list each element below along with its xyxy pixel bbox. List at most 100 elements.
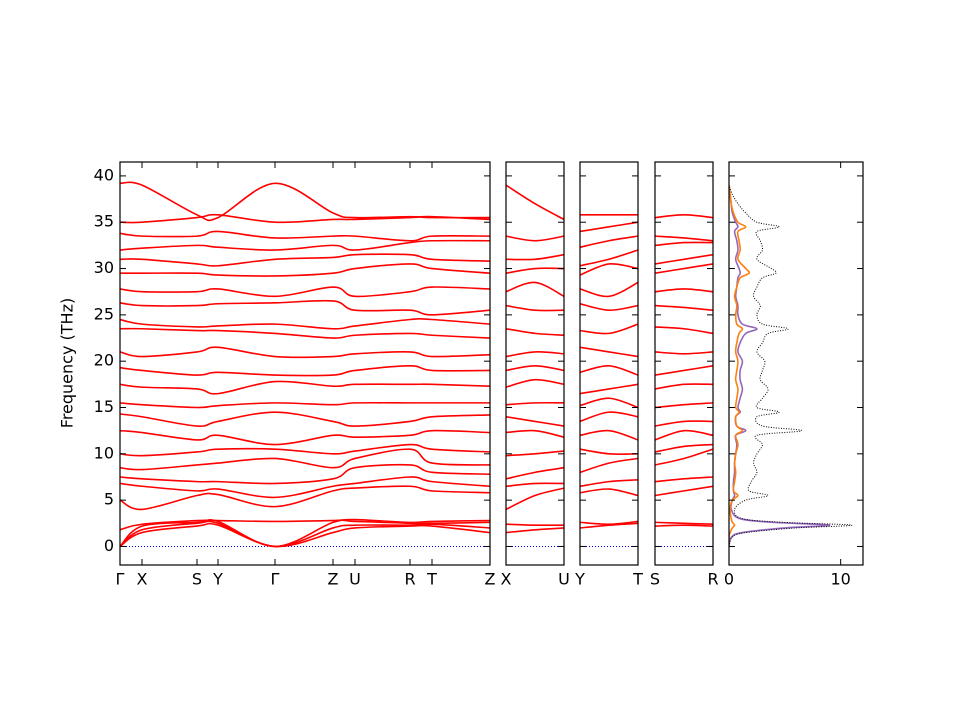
series-line	[580, 411, 638, 423]
x-tick-label: S	[192, 570, 202, 589]
series-line	[655, 383, 713, 390]
series-line	[655, 263, 713, 274]
series-line	[655, 304, 713, 312]
series-line	[506, 281, 564, 298]
series-line	[580, 478, 638, 488]
y-tick-label: 40	[94, 165, 114, 184]
plot-area	[580, 214, 638, 547]
series-line	[655, 476, 713, 483]
y-tick-label: 10	[94, 443, 114, 462]
series-line	[120, 485, 490, 511]
series-line	[506, 523, 564, 527]
series-line	[580, 488, 638, 497]
series-line	[120, 429, 490, 446]
series-line	[506, 466, 564, 480]
series-line	[506, 482, 564, 488]
series-line	[580, 302, 638, 312]
series-line	[506, 235, 564, 242]
y-tick-label: 0	[104, 536, 114, 555]
series-line	[729, 185, 751, 547]
series-line	[120, 463, 490, 485]
x-tick-label: Z	[485, 570, 496, 589]
series-line	[506, 415, 564, 427]
x-tick-label: U	[349, 570, 361, 589]
series-line	[120, 520, 490, 548]
x-tick-label: Y	[574, 570, 585, 589]
series-line	[580, 323, 638, 335]
panel-frame	[579, 161, 639, 566]
series-line	[655, 443, 713, 453]
y-tick-label: 30	[94, 258, 114, 277]
panel-frame	[728, 161, 864, 566]
x-tick-label: 0	[724, 570, 734, 589]
x-tick-label: Y	[212, 570, 223, 589]
series-line	[580, 520, 638, 526]
plot-area	[655, 214, 713, 547]
series-line	[580, 457, 638, 474]
series-line	[506, 487, 564, 511]
x-tick-label: Z	[328, 570, 339, 589]
series-line	[655, 253, 713, 265]
panel-frame	[505, 161, 565, 566]
series-line	[580, 221, 638, 233]
series-line	[506, 429, 564, 438]
series-line	[655, 429, 713, 441]
series-line	[580, 397, 638, 409]
series-line	[580, 383, 638, 395]
x-tick-label: T	[426, 570, 437, 589]
series-line	[120, 181, 490, 222]
series-line	[655, 288, 713, 293]
series-line	[120, 230, 490, 242]
series-line	[655, 448, 713, 466]
series-line	[655, 420, 713, 427]
series-line	[506, 184, 564, 221]
x-tick-label: Γ	[271, 570, 280, 589]
series-line	[580, 249, 638, 267]
series-line	[120, 327, 490, 339]
series-line	[120, 401, 490, 409]
series-line	[655, 485, 713, 497]
y-tick-label: 5	[104, 490, 114, 509]
series-line	[580, 429, 638, 441]
panel-frame	[119, 161, 491, 566]
series-line	[506, 401, 564, 406]
x-tick-label: R	[404, 570, 415, 589]
series-line	[506, 304, 564, 312]
series-line	[120, 518, 490, 548]
series-line	[506, 527, 564, 534]
series-line	[120, 213, 490, 224]
series-line	[120, 522, 490, 548]
series-line	[580, 281, 638, 298]
series-line	[506, 365, 564, 372]
series-line	[655, 241, 713, 247]
series-line	[655, 402, 713, 409]
series-line	[120, 476, 490, 499]
series-line	[120, 365, 490, 377]
series-line	[580, 262, 638, 276]
x-tick-label: 10	[830, 570, 850, 589]
series-line	[729, 185, 831, 547]
series-line	[655, 214, 713, 219]
plot-area	[506, 184, 564, 547]
y-tick-label: 20	[94, 351, 114, 370]
plot-area	[729, 184, 853, 547]
series-line	[580, 448, 638, 455]
x-tick-label: X	[501, 570, 512, 589]
y-tick-label: 35	[94, 212, 114, 231]
series-line	[120, 253, 490, 267]
y-tick-label: 15	[94, 397, 114, 416]
series-line	[120, 317, 490, 330]
series-line	[506, 351, 564, 358]
series-line	[580, 365, 638, 376]
series-line	[506, 378, 564, 388]
plot-area	[120, 181, 490, 548]
series-line	[729, 184, 853, 547]
series-line	[655, 326, 713, 335]
x-tick-label: S	[650, 570, 660, 589]
series-line	[120, 518, 490, 531]
series-line	[120, 411, 490, 427]
series-line	[580, 346, 638, 358]
series-line	[120, 299, 490, 316]
series-line	[655, 521, 713, 526]
